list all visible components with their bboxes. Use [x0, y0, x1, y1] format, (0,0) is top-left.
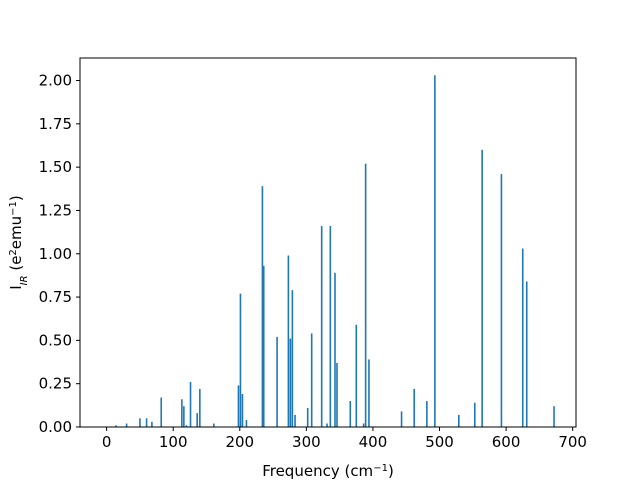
bar-mark — [474, 402, 476, 427]
plot-frame — [79, 57, 577, 428]
bar-mark — [241, 394, 244, 427]
y-tick-label: 2.00 — [39, 72, 72, 90]
bar-mark — [125, 423, 128, 427]
x-tick-label: 500 — [425, 433, 454, 451]
x-tick-label: 300 — [292, 433, 321, 451]
bar-mark — [481, 149, 483, 427]
x-tick-label: 700 — [558, 433, 587, 451]
bar-mark — [553, 406, 555, 427]
bar-mark — [320, 226, 323, 427]
y-tick-label: 0.25 — [39, 375, 72, 393]
bar-mark — [181, 399, 183, 427]
bar-mark — [199, 388, 201, 427]
bar-mark — [334, 272, 336, 427]
bar-mark — [151, 421, 153, 427]
bar-mark — [262, 265, 265, 427]
bar-mark — [145, 418, 148, 427]
bar-mark — [426, 401, 428, 427]
bar-mark — [500, 174, 503, 427]
y-tick-label: 1.75 — [39, 115, 72, 133]
x-tick-label: 100 — [159, 433, 188, 451]
bar-mark — [349, 401, 352, 427]
bar-mark — [115, 425, 117, 427]
bar-mark — [289, 338, 292, 427]
bar-mark — [306, 407, 309, 427]
x-tick-label: 0 — [102, 433, 112, 451]
bar-mark — [196, 413, 198, 427]
bar-mark — [521, 248, 524, 427]
y-axis-label: IIR (e2emu−1) — [7, 195, 30, 290]
bar-mark — [139, 418, 141, 427]
x-axis-label: Frequency (cm−1) — [262, 462, 394, 480]
y-tick-label: 0.50 — [39, 331, 72, 349]
bar-mark — [185, 425, 188, 427]
y-tick-label: 0.75 — [39, 288, 72, 306]
bar-mark — [326, 423, 328, 427]
bar-mark — [160, 397, 163, 427]
x-tick-label: 200 — [225, 433, 254, 451]
bar-mark — [336, 362, 338, 427]
bar-mark — [294, 414, 296, 427]
bar-mark — [525, 281, 528, 427]
bar-mark — [291, 290, 294, 427]
bar-mark — [413, 388, 416, 427]
bar-mark — [368, 359, 370, 427]
bar-mark — [355, 324, 358, 427]
bar-mark — [310, 333, 313, 427]
bar-mark — [189, 381, 192, 427]
bar-mark — [239, 293, 242, 427]
bar-mark — [329, 226, 332, 427]
y-tick-label: 1.50 — [39, 158, 72, 176]
bar-mark — [458, 414, 460, 427]
y-axis-ticks: 0.00 0.25 0.50 0.75 1.00 1.25 1.50 1.75 2.00 — [39, 72, 80, 436]
bar-mark — [362, 423, 365, 427]
bar-mark — [245, 420, 248, 427]
x-tick-label: 400 — [359, 433, 388, 451]
y-tick-label: 1.25 — [39, 201, 72, 219]
bar-mark — [261, 186, 264, 427]
bar-mark — [183, 406, 185, 427]
bar-mark — [364, 163, 367, 427]
y-tick-label: 1.00 — [39, 245, 72, 263]
bar-mark — [213, 423, 215, 427]
bar-mark — [276, 336, 278, 427]
bar-mark — [400, 411, 403, 427]
bar-mark — [237, 385, 240, 427]
x-tick-label: 600 — [492, 433, 521, 451]
bar-mark — [434, 75, 436, 427]
y-tick-label: 0.00 — [39, 418, 72, 436]
bar-mark — [287, 255, 290, 427]
x-axis-ticks: 0 100 200 300 400 500 600 700 — [102, 427, 587, 451]
bars-group — [115, 75, 555, 427]
